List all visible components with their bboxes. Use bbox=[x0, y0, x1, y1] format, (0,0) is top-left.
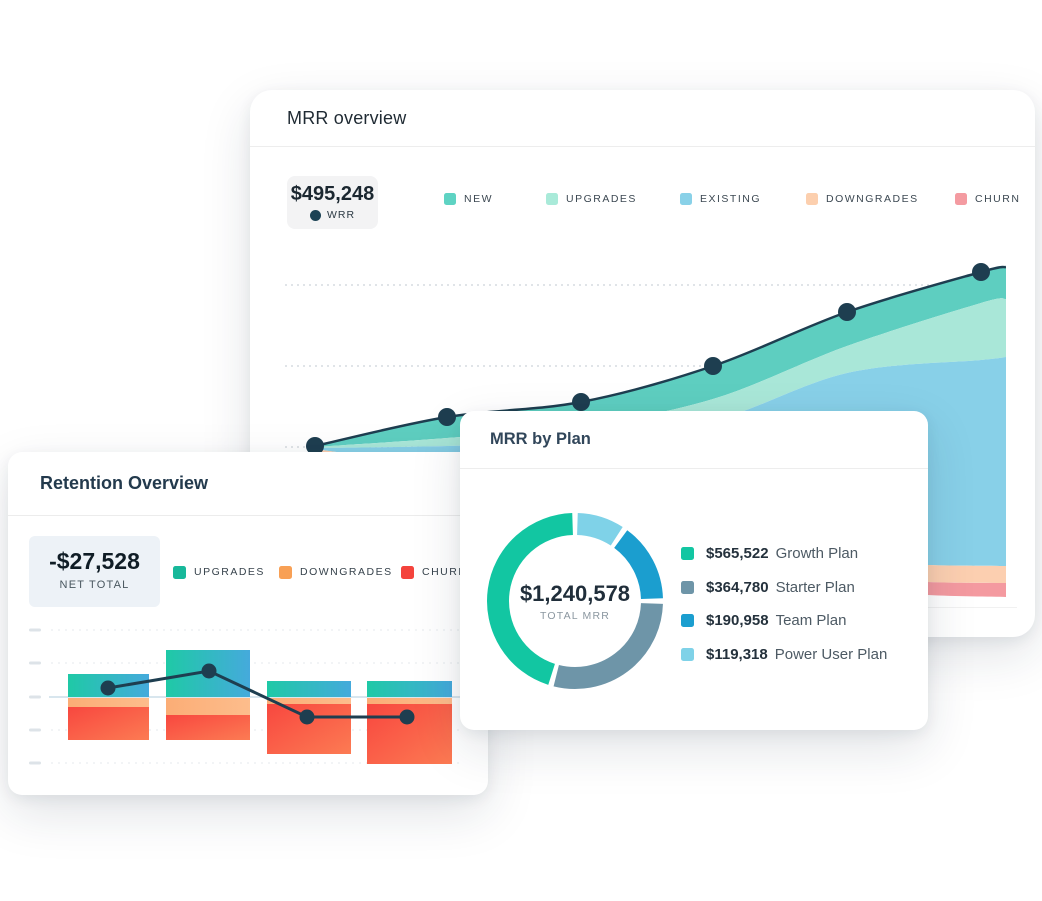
legend-item-downgrades[interactable]: DOWNGRADES bbox=[806, 192, 919, 206]
legend-swatch-existing bbox=[680, 193, 692, 205]
legend-label-existing: EXISTING bbox=[700, 193, 762, 205]
legend-item-churn[interactable]: CHURN bbox=[401, 565, 467, 579]
legend-item-churn[interactable]: CHURN bbox=[955, 192, 1020, 206]
plan-swatch-team bbox=[681, 614, 694, 628]
plan-label-starter: Starter Plan bbox=[775, 578, 855, 596]
legend-item-upgrades[interactable]: UPGRADES bbox=[546, 192, 637, 206]
legend-label-new: NEW bbox=[464, 193, 493, 205]
plan-swatch-growth bbox=[681, 547, 694, 561]
plan-swatch-poweruser bbox=[681, 647, 694, 661]
retention-overview-card: Retention Overview -$27,528 NET TOTAL UP… bbox=[8, 452, 488, 795]
net-total-label: NET TOTAL bbox=[59, 579, 130, 591]
legend-swatch-churn bbox=[401, 565, 414, 579]
plan-row-starter[interactable]: $364,780 Starter Plan bbox=[681, 571, 887, 605]
mrr-by-plan-donut: $1,240,578 TOTAL MRR bbox=[480, 506, 670, 696]
legend-label-downgrades: DOWNGRADES bbox=[300, 566, 393, 578]
mrr-stat-label: WRR bbox=[326, 209, 356, 221]
net-total-stat-box: -$27,528 NET TOTAL bbox=[29, 536, 160, 607]
plan-value-starter: $364,780 bbox=[706, 578, 769, 596]
plan-value-growth: $565,522 bbox=[706, 545, 769, 563]
legend-label-upgrades: UPGRADES bbox=[566, 193, 637, 205]
legend-item-upgrades[interactable]: UPGRADES bbox=[173, 565, 265, 579]
retention-header: Retention Overview bbox=[8, 452, 488, 516]
mrr-by-plan-card: MRR by Plan $1,240,578 TOTAL MRR $565,52… bbox=[460, 411, 928, 730]
plan-legend: $565,522 Growth Plan $364,780 Starter Pl… bbox=[681, 537, 887, 671]
plan-label-team: Team Plan bbox=[775, 612, 847, 630]
retention-bar-chart bbox=[29, 628, 461, 765]
legend-swatch-churn bbox=[955, 193, 967, 205]
plan-label-poweruser: Power User Plan bbox=[774, 645, 888, 663]
wrr-dot-icon bbox=[309, 209, 321, 221]
net-total-value: -$27,528 bbox=[49, 548, 140, 574]
mrr-stat-value: $495,248 bbox=[290, 183, 375, 205]
plan-label-growth: Growth Plan bbox=[775, 545, 859, 563]
mrr-by-plan-title: MRR by Plan bbox=[490, 430, 591, 448]
legend-swatch-downgrades bbox=[806, 193, 818, 205]
legend-label-downgrades: DOWNGRADES bbox=[826, 193, 919, 205]
plan-row-team[interactable]: $190,958 Team Plan bbox=[681, 604, 887, 638]
legend-label-churn: CHURN bbox=[422, 566, 468, 578]
retention-title: Retention Overview bbox=[40, 473, 209, 493]
legend-label-churn: CHURN bbox=[975, 193, 1021, 205]
legend-swatch-upgrades bbox=[173, 565, 186, 579]
mrr-by-plan-header: MRR by Plan bbox=[460, 411, 928, 469]
legend-item-new[interactable]: NEW bbox=[444, 192, 493, 206]
plan-row-poweruser[interactable]: $119,318 Power User Plan bbox=[681, 638, 887, 672]
plan-row-growth[interactable]: $565,522 Growth Plan bbox=[681, 537, 887, 571]
mrr-stat-box: $495,248 WRR bbox=[287, 176, 378, 229]
mrr-overview-title: MRR overview bbox=[287, 107, 407, 128]
plan-value-poweruser: $119,318 bbox=[706, 645, 768, 663]
mrr-overview-header: MRR overview bbox=[250, 90, 1035, 147]
legend-item-existing[interactable]: EXISTING bbox=[680, 192, 761, 206]
legend-swatch-downgrades bbox=[279, 565, 292, 579]
legend-swatch-upgrades bbox=[546, 193, 558, 205]
legend-swatch-new bbox=[444, 193, 456, 205]
legend-item-downgrades[interactable]: DOWNGRADES bbox=[279, 565, 393, 579]
plan-swatch-starter bbox=[681, 580, 694, 594]
legend-label-upgrades: UPGRADES bbox=[194, 566, 265, 578]
plan-value-team: $190,958 bbox=[706, 612, 769, 630]
donut-chart-svg bbox=[487, 513, 663, 689]
